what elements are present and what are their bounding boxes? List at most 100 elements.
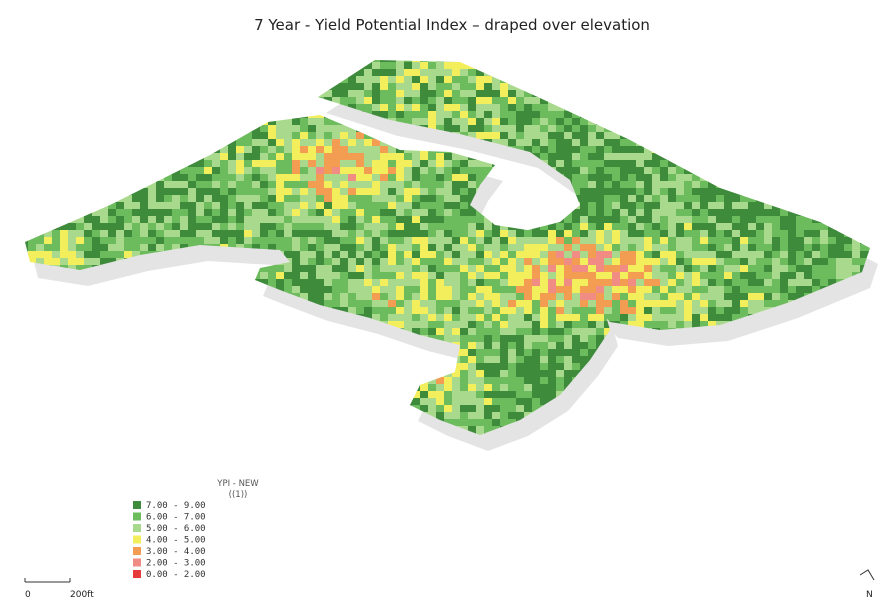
surface-cell [700, 307, 709, 315]
surface-cell [84, 286, 93, 294]
surface-cell [244, 237, 253, 245]
surface-cell [540, 111, 549, 119]
surface-cell [25, 97, 29, 105]
surface-cell [804, 69, 813, 77]
surface-cell [236, 118, 245, 126]
surface-cell [436, 272, 445, 280]
surface-cell [372, 356, 381, 364]
surface-cell [380, 111, 389, 119]
surface-cell [612, 60, 621, 63]
surface-cell [564, 265, 573, 273]
surface-cell [268, 230, 277, 238]
surface-cell [476, 111, 485, 119]
surface-cell [420, 363, 429, 371]
surface-cell [508, 97, 517, 105]
surface-cell [740, 209, 749, 217]
surface-cell [468, 377, 477, 385]
surface-cell [340, 223, 349, 231]
surface-cell [260, 300, 269, 308]
surface-cell [516, 76, 525, 84]
surface-cell [748, 279, 757, 287]
surface-cell [468, 328, 477, 336]
surface-cell [36, 223, 45, 231]
surface-cell [812, 167, 821, 175]
surface-cell [764, 279, 773, 287]
surface-cell [628, 83, 637, 91]
surface-cell [108, 167, 117, 175]
surface-cell [396, 153, 405, 161]
surface-cell [380, 363, 389, 371]
surface-cell [44, 125, 53, 133]
surface-cell [28, 195, 37, 203]
surface-cell [812, 188, 821, 196]
surface-cell [444, 167, 453, 175]
surface-cell [428, 216, 437, 224]
surface-cell [660, 125, 669, 133]
surface-cell [716, 258, 725, 266]
surface-cell [540, 132, 549, 140]
surface-cell [684, 188, 693, 196]
surface-cell [652, 293, 661, 301]
surface-cell [476, 97, 485, 105]
surface-cell [132, 370, 141, 378]
surface-cell [724, 118, 733, 126]
surface-cell [52, 363, 61, 371]
surface-cell [180, 265, 189, 273]
surface-cell [164, 202, 173, 210]
surface-cell [860, 223, 869, 231]
surface-cell [108, 349, 117, 357]
surface-cell [364, 265, 373, 273]
surface-cell [324, 335, 333, 343]
surface-cell [532, 132, 541, 140]
surface-cell [364, 188, 373, 196]
surface-cell [172, 216, 181, 224]
surface-cell [252, 118, 261, 126]
surface-cell [804, 111, 813, 119]
surface-cell [244, 377, 253, 385]
surface-cell [468, 188, 477, 196]
surface-cell [852, 118, 861, 126]
surface-cell [348, 293, 357, 301]
surface-cell [276, 153, 285, 161]
surface-cell [92, 258, 101, 266]
surface-cell [732, 349, 741, 357]
surface-cell [692, 300, 701, 308]
surface-cell [756, 293, 765, 301]
surface-cell [172, 230, 181, 238]
surface-cell [692, 62, 701, 70]
surface-cell [540, 307, 549, 315]
surface-cell [116, 174, 125, 182]
surface-cell [788, 342, 797, 350]
surface-cell [396, 69, 405, 77]
surface-cell [324, 223, 333, 231]
surface-cell [564, 202, 573, 210]
surface-cell [788, 153, 797, 161]
surface-cell [596, 251, 605, 259]
surface-cell [140, 370, 149, 378]
surface-cell [356, 160, 365, 168]
surface-cell [180, 279, 189, 287]
surface-cell [372, 60, 381, 63]
surface-cell [692, 293, 701, 301]
surface-cell [172, 293, 181, 301]
surface-cell [236, 62, 245, 70]
surface-cell [84, 167, 93, 175]
surface-cell [372, 279, 381, 287]
surface-cell [468, 223, 477, 231]
surface-cell [620, 216, 629, 224]
surface-cell [764, 202, 773, 210]
surface-cell [212, 349, 221, 357]
surface-cell [244, 90, 253, 98]
surface-cell [116, 69, 125, 77]
surface-cell [380, 69, 389, 77]
surface-cell [268, 83, 277, 91]
surface-cell [124, 335, 133, 343]
surface-cell [316, 223, 325, 231]
surface-cell [332, 216, 341, 224]
surface-cell [244, 174, 253, 182]
surface-cell [588, 195, 597, 203]
surface-cell [436, 216, 445, 224]
surface-cell [516, 265, 525, 273]
surface-cell [596, 321, 605, 329]
surface-cell [540, 104, 549, 112]
